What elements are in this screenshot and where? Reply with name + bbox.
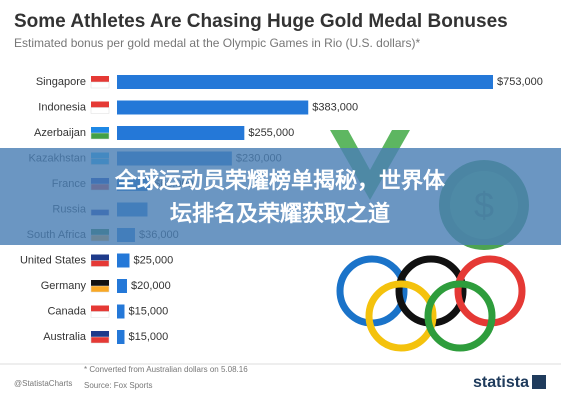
flag bbox=[91, 76, 109, 82]
flag bbox=[91, 127, 109, 133]
flag bbox=[90, 285, 110, 293]
category-label: Australia bbox=[43, 331, 87, 343]
bar bbox=[117, 279, 127, 293]
handle: @StatistaCharts bbox=[14, 379, 72, 388]
flag bbox=[90, 311, 110, 318]
value-label: $20,000 bbox=[131, 280, 171, 292]
value-label: $383,000 bbox=[312, 101, 358, 113]
flag bbox=[91, 331, 109, 337]
category-label: Indonesia bbox=[38, 101, 87, 113]
bar bbox=[117, 100, 309, 115]
bar bbox=[117, 253, 130, 268]
brand-icon bbox=[532, 375, 546, 389]
value-label: $15,000 bbox=[128, 305, 168, 317]
bar bbox=[117, 75, 493, 89]
banner-line: 坛排名及荣耀获取之道 bbox=[170, 201, 390, 226]
category-label: Canada bbox=[47, 305, 86, 317]
brand: statista bbox=[473, 374, 529, 391]
category-label: United States bbox=[20, 254, 87, 266]
bar bbox=[117, 304, 125, 319]
value-label: $255,000 bbox=[248, 127, 294, 139]
source: Source: Fox Sports bbox=[84, 381, 152, 390]
flag bbox=[91, 305, 109, 312]
banner bbox=[0, 148, 561, 245]
banner-line: 全球运动员荣耀榜单揭秘，世界体 bbox=[114, 168, 446, 193]
value-label: $25,000 bbox=[133, 254, 173, 266]
category-label: Singapore bbox=[36, 76, 86, 88]
olympic-rings bbox=[336, 255, 526, 352]
value-label: $753,000 bbox=[497, 76, 543, 88]
flag bbox=[91, 101, 109, 108]
value-label: $15,000 bbox=[128, 331, 168, 343]
flag bbox=[91, 280, 109, 286]
chart-title: Some Athletes Are Chasing Huge Gold Meda… bbox=[14, 11, 508, 32]
bar bbox=[117, 330, 125, 344]
footnote: * Converted from Australian dollars on 5… bbox=[84, 365, 248, 374]
flag bbox=[90, 132, 110, 140]
flag bbox=[90, 81, 110, 89]
flag bbox=[90, 260, 110, 267]
category-label: Germany bbox=[41, 280, 87, 292]
flag bbox=[91, 254, 109, 261]
flag bbox=[90, 336, 110, 344]
bar bbox=[117, 126, 245, 140]
category-label: Azerbaijan bbox=[34, 127, 86, 139]
flag bbox=[90, 107, 110, 114]
chart-subtitle: Estimated bonus per gold medal at the Ol… bbox=[14, 36, 421, 50]
